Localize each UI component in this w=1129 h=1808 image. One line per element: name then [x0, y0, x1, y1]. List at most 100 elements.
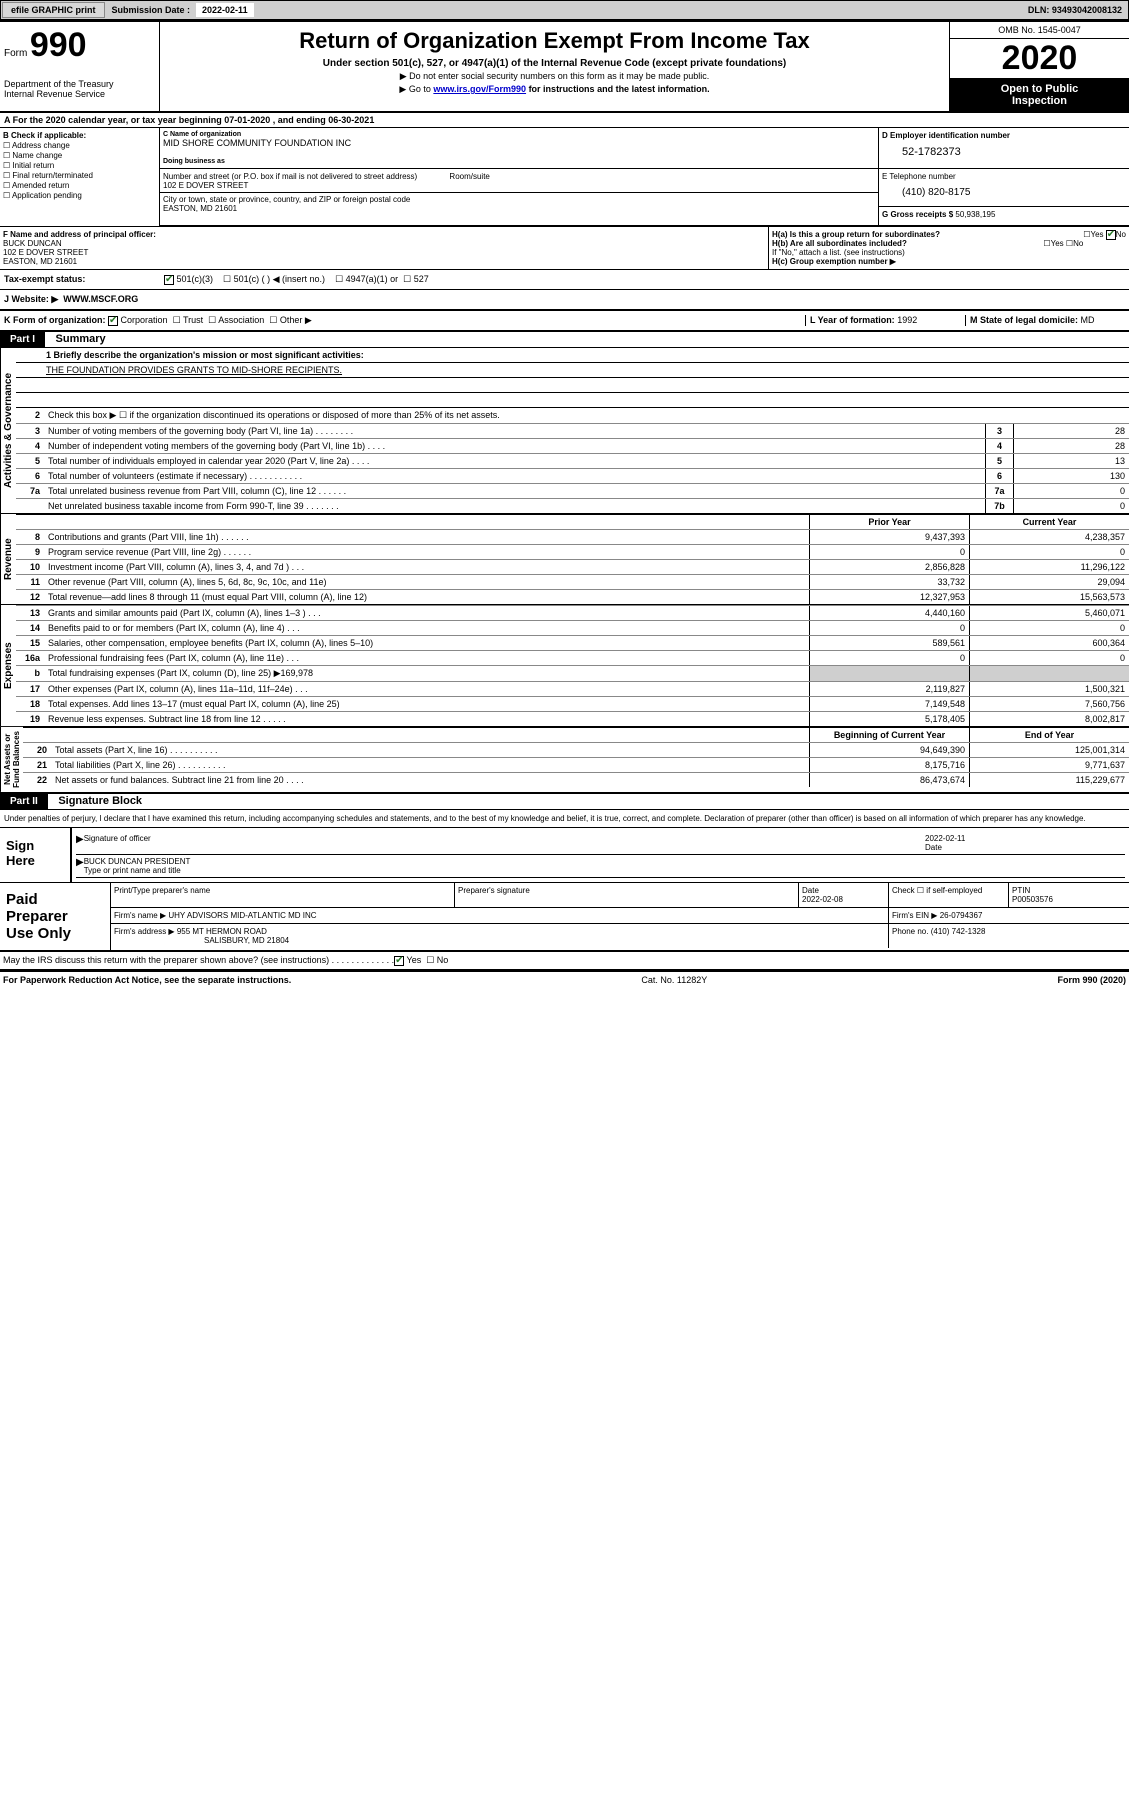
current-year-value: 4,238,357 [969, 530, 1129, 544]
prior-year-value: 33,732 [809, 575, 969, 589]
firm-ein-value: 26-0794367 [940, 911, 983, 920]
current-year-value: 1,500,321 [969, 682, 1129, 696]
ein-cell: D Employer identification number 52-1782… [879, 128, 1129, 169]
cb-amended[interactable]: Amended return [3, 181, 156, 190]
current-year-value: 0 [969, 651, 1129, 665]
firm-ein-label: Firm's EIN ▶ [892, 911, 937, 920]
current-year-value [969, 666, 1129, 681]
q1-text: 1 Briefly describe the organization's mi… [46, 350, 364, 360]
hb-row: H(b) Are all subordinates included? ☐Yes… [772, 239, 1126, 248]
sig-date-value: 2022-02-11 [925, 834, 1125, 843]
line-num: 17 [16, 682, 44, 696]
sign-right: Signature of officer 2022-02-11Date BUCK… [70, 828, 1129, 882]
side-revenue: Revenue [0, 514, 16, 604]
l-label: L Year of formation: [810, 315, 895, 325]
line-box: 4 [985, 439, 1013, 453]
line-text: Total number of volunteers (estimate if … [44, 469, 985, 483]
top-bar: efile GRAPHIC print Submission Date : 20… [0, 0, 1129, 20]
prior-year-value: 0 [809, 651, 969, 665]
line-text: Total expenses. Add lines 13–17 (must eq… [44, 697, 809, 711]
cb-corp[interactable] [108, 316, 118, 326]
ha-no: No [1116, 230, 1126, 239]
m-value: MD [1081, 315, 1095, 325]
line-value: 28 [1013, 439, 1129, 453]
pt-name-label: Print/Type preparer's name [111, 883, 455, 907]
cb-initial-return[interactable]: Initial return [3, 161, 156, 170]
part-i-tag: Part I [0, 332, 45, 347]
footer: For Paperwork Reduction Act Notice, see … [0, 971, 1129, 988]
line-box: 7a [985, 484, 1013, 498]
firm-addr-cell: Firm's address ▶ 955 MT HERMON ROADSALIS… [111, 924, 889, 948]
lbl-4947: 4947(a)(1) or [346, 274, 399, 284]
cb-app-pending[interactable]: Application pending [3, 191, 156, 200]
officer-name: BUCK DUNCAN [3, 239, 765, 248]
line-text: Total liabilities (Part X, line 26) . . … [51, 758, 809, 772]
line-value: 0 [1013, 484, 1129, 498]
line-num: 16a [16, 651, 44, 665]
firm-addr1: 955 MT HERMON ROAD [177, 927, 267, 936]
form-title: Return of Organization Exempt From Incom… [168, 28, 941, 54]
prior-year-value [809, 666, 969, 681]
line-text: Number of voting members of the governin… [44, 424, 985, 438]
pt-check-cell[interactable]: Check ☐ if self-employed [889, 883, 1009, 907]
header-left: Form 990 Department of the Treasury Inte… [0, 22, 160, 111]
section-i-row: Tax-exempt status: 501(c)(3) ☐ 501(c) ( … [0, 270, 1129, 290]
prior-year-value: 7,149,548 [809, 697, 969, 711]
header-center: Return of Organization Exempt From Incom… [160, 22, 949, 111]
pt-date-label: Date [802, 886, 885, 895]
netassets-block: Net Assets or Fund Balances Beginning of… [0, 727, 1129, 794]
hb-yes[interactable]: Yes [1051, 239, 1064, 248]
prior-year-value: 8,175,716 [809, 758, 969, 772]
current-year-value: 600,364 [969, 636, 1129, 650]
k-label: K Form of organization: [4, 315, 106, 325]
footer-left: For Paperwork Reduction Act Notice, see … [3, 975, 291, 985]
cb-name-change[interactable]: Name change [3, 151, 156, 160]
line-num: 4 [16, 439, 44, 453]
firm-name-value: UHY ADVISORS MID-ATLANTIC MD INC [168, 911, 316, 920]
paid-preparer-row: Paid Preparer Use Only Print/Type prepar… [0, 883, 1129, 951]
line-text: Net unrelated business taxable income fr… [44, 499, 985, 513]
sig-officer-label: Signature of officer [84, 834, 925, 852]
lbl-527: 527 [414, 274, 429, 284]
line-text: Total revenue—add lines 8 through 11 (mu… [44, 590, 809, 604]
line-text: Total assets (Part X, line 16) . . . . .… [51, 743, 809, 757]
line-text: Contributions and grants (Part VIII, lin… [44, 530, 809, 544]
officer-name-title: BUCK DUNCAN PRESIDENT [84, 857, 1125, 866]
part-i-header: Part I Summary [0, 332, 1129, 348]
q2-text: Check this box ▶ ☐ if the organization d… [44, 408, 1129, 423]
org-name-cell: C Name of organization MID SHORE COMMUNI… [160, 128, 879, 169]
prior-year-value: 0 [809, 621, 969, 635]
efile-print-button[interactable]: efile GRAPHIC print [2, 2, 105, 18]
hb-no[interactable]: No [1073, 239, 1083, 248]
line-num: 15 [16, 636, 44, 650]
ha-yes[interactable]: Yes [1090, 230, 1103, 239]
addr-label: Number and street (or P.O. box if mail i… [163, 172, 417, 181]
prior-year-value: 2,119,827 [809, 682, 969, 696]
dept-treasury: Department of the Treasury Internal Reve… [4, 79, 155, 99]
cb-final-return[interactable]: Final return/terminated [3, 171, 156, 180]
org-name-value: MID SHORE COMMUNITY FOUNDATION INC [163, 138, 875, 148]
submission-label: Submission Date : [106, 3, 197, 17]
exempt-label: Tax-exempt status: [4, 274, 85, 284]
addr-value: 102 E DOVER STREET [163, 181, 875, 190]
dln: DLN: 93493042008132 [1022, 3, 1128, 17]
lbl-corp: Corporation [121, 315, 168, 325]
discuss-yes-check[interactable] [394, 956, 404, 966]
discuss-text: May the IRS discuss this return with the… [3, 955, 394, 966]
activities-governance-block: Activities & Governance 1 Briefly descri… [0, 348, 1129, 514]
col-current-year: Current Year [969, 515, 1129, 529]
form-header: Form 990 Department of the Treasury Inte… [0, 20, 1129, 113]
hb-note: If "No," attach a list. (see instruction… [772, 248, 1126, 257]
discuss-yes: Yes [407, 955, 422, 965]
cb-501c3[interactable] [164, 275, 174, 285]
instr-post: for instructions and the latest informat… [526, 84, 710, 94]
line-num: 13 [16, 606, 44, 620]
line-num: 9 [16, 545, 44, 559]
line-num: 6 [16, 469, 44, 483]
irs-link[interactable]: www.irs.gov/Form990 [433, 84, 526, 94]
line-value: 13 [1013, 454, 1129, 468]
cb-address-change[interactable]: Address change [3, 141, 156, 150]
current-year-value: 125,001,314 [969, 743, 1129, 757]
ha-no-check[interactable] [1106, 230, 1116, 240]
line-num: 22 [23, 773, 51, 787]
